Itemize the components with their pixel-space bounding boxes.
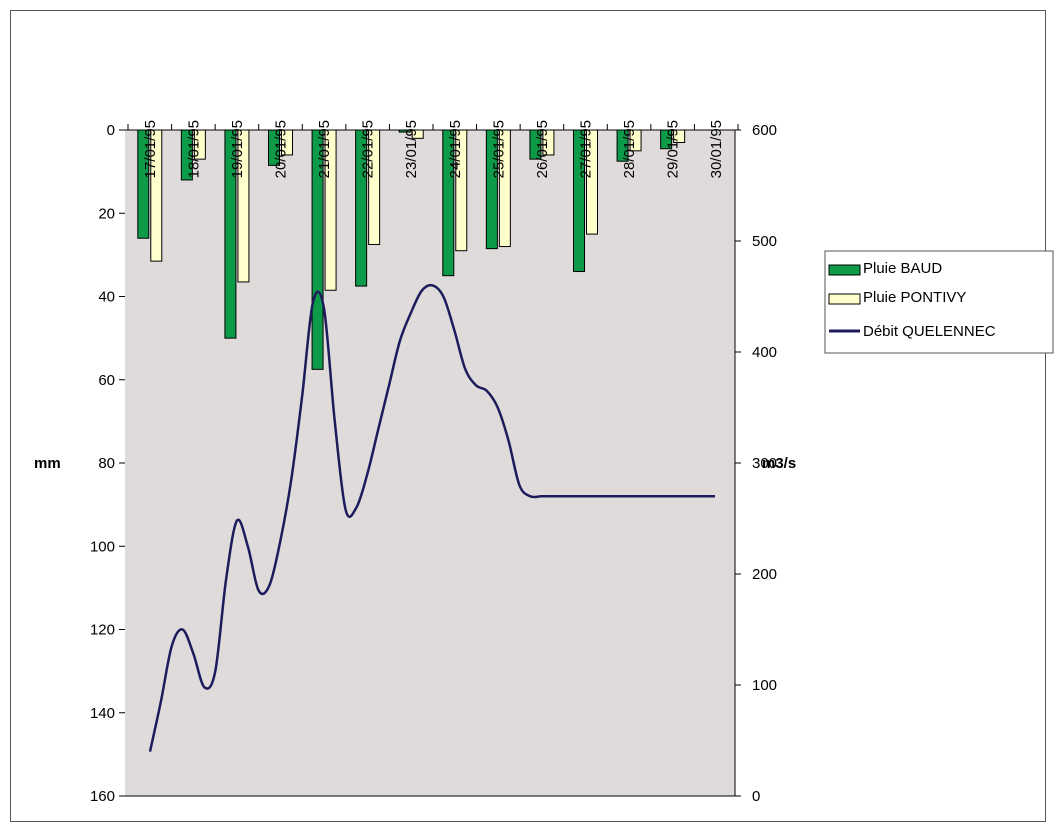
right-tick-label-4: 400 [752, 344, 777, 361]
legend-label-debit: Débit QUELENNEC [863, 323, 996, 340]
category-label-9: 26/01/95 [534, 120, 551, 178]
category-label-11: 28/01/95 [621, 120, 638, 178]
right-tick-label-6: 600 [752, 122, 777, 139]
plot-area [125, 130, 735, 796]
category-label-4: 21/01/95 [316, 120, 333, 178]
legend: Pluie BAUD Pluie PONTIVY Débit QUELENNEC [824, 250, 1054, 354]
category-label-10: 27/01/95 [578, 120, 595, 178]
left-tick-label-7: 140 [90, 705, 115, 722]
left-tick-label-3: 60 [98, 372, 115, 389]
legend-swatch-baud [828, 264, 861, 276]
legend-label-pontivy: Pluie PONTIVY [863, 289, 966, 306]
legend-box [824, 250, 1054, 354]
category-label-2: 19/01/95 [229, 120, 246, 178]
debit-line [148, 283, 715, 752]
left-tick-label-5: 100 [90, 538, 115, 555]
legend-swatch-pontivy [828, 293, 861, 305]
bars-layer [137, 129, 686, 370]
category-label-7: 24/01/95 [447, 120, 464, 178]
left-axis-title: mm [34, 455, 61, 472]
category-label-5: 22/01/95 [360, 120, 377, 178]
category-label-8: 25/01/95 [490, 120, 507, 178]
axes-layer: 0 20 40 60 80 100 120 140 160 0 100 200 300 400 500 600… [90, 120, 777, 805]
right-tick-label-5: 500 [752, 233, 777, 250]
left-tick-label-8: 160 [90, 788, 115, 805]
line-layer [148, 283, 715, 752]
right-tick-label-1: 100 [752, 677, 777, 694]
left-tick-label-4: 80 [98, 455, 115, 472]
right-tick-label-0: 0 [752, 788, 760, 805]
category-label-6: 23/01/95 [403, 120, 420, 178]
category-label-0: 17/01/95 [142, 120, 159, 178]
category-label-1: 18/01/95 [185, 120, 202, 178]
category-label-12: 29/01/95 [665, 120, 682, 178]
left-tick-label-0: 0 [107, 122, 115, 139]
legend-label-baud: Pluie BAUD [863, 260, 942, 277]
right-axis-title: m3/s [762, 455, 796, 472]
left-tick-label-1: 20 [98, 205, 115, 222]
right-tick-label-2: 200 [752, 566, 777, 583]
left-tick-label-2: 40 [98, 289, 115, 306]
right-tick-label-3: 300 [752, 455, 777, 472]
category-label-3: 20/01/95 [273, 120, 290, 178]
left-tick-label-6: 120 [90, 622, 115, 639]
category-label-13: 30/01/95 [708, 120, 725, 178]
